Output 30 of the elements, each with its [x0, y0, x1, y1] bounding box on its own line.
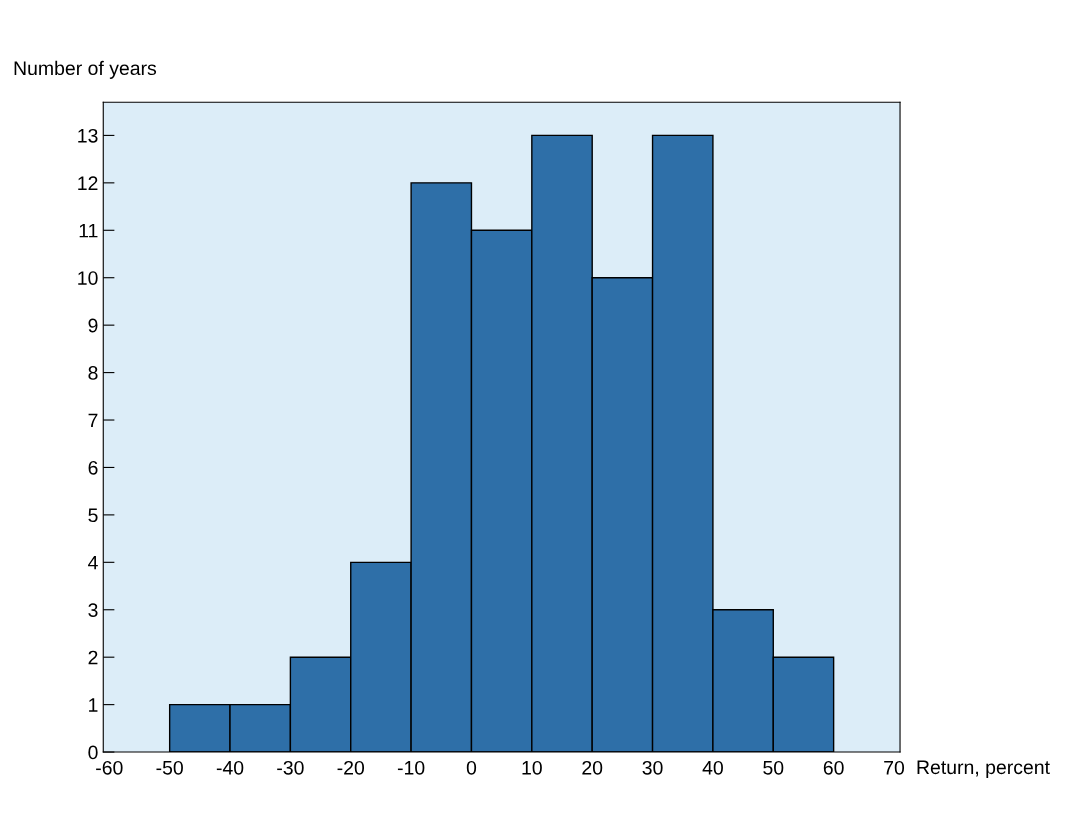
- x-tick-label: -40: [216, 760, 244, 775]
- x-tick-label: -50: [156, 760, 183, 775]
- y-tick-label: 3: [88, 603, 98, 617]
- x-tick-label: -10: [397, 760, 425, 775]
- x-tick-label: 0: [466, 760, 477, 775]
- y-tick-label: 11: [79, 223, 98, 238]
- x-tick-label: 70: [884, 760, 905, 775]
- y-tick-label: 4: [88, 555, 98, 570]
- x-tick-label: 20: [582, 760, 603, 775]
- y-tick-label: 12: [78, 176, 98, 190]
- x-axis-title: Return, percent: [917, 760, 1050, 778]
- y-tick-label: 1: [89, 698, 98, 712]
- x-tick-label: -20: [337, 760, 365, 775]
- y-tick-label: 6: [88, 460, 98, 475]
- y-axis-title: Number of years: [14, 60, 157, 79]
- x-tick-label: 50: [763, 760, 784, 775]
- x-tick-label: -30: [277, 760, 304, 775]
- x-tick-label: 10: [522, 760, 542, 775]
- y-tick-label: 7: [88, 413, 98, 428]
- y-tick-label: 8: [88, 366, 98, 380]
- y-tick-label: 13: [78, 128, 98, 143]
- x-tick-label: 30: [642, 760, 663, 775]
- x-tick-label: 40: [702, 760, 723, 775]
- y-tick-label: 2: [88, 650, 98, 665]
- x-tick-label: 60: [823, 760, 844, 775]
- x-tick-label: -60: [96, 760, 123, 775]
- y-tick-label: 0: [88, 745, 98, 760]
- y-tick-label: 5: [88, 508, 98, 523]
- y-tick-label: 9: [88, 318, 98, 333]
- y-tick-label: 10: [78, 271, 98, 285]
